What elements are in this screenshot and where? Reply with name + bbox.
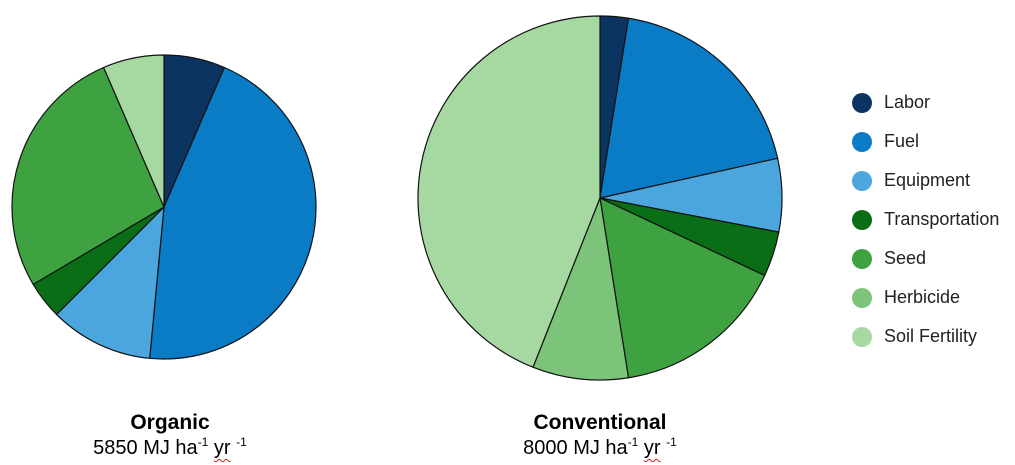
legend-label: Equipment bbox=[884, 170, 971, 190]
legend-swatch bbox=[852, 170, 872, 191]
legend-swatch bbox=[852, 287, 872, 308]
pie-conventional bbox=[417, 15, 783, 381]
conventional-energy-unit2: yr bbox=[643, 437, 661, 459]
legend-label: Soil Fertility bbox=[884, 326, 978, 346]
legend-label: Transportation bbox=[884, 209, 1000, 229]
pie-organic bbox=[11, 54, 317, 360]
legend-swatch bbox=[852, 326, 872, 347]
organic-energy-total: 5850 MJ ha-1 yr -1 bbox=[60, 436, 280, 460]
organic-energy-exp1: -1 bbox=[197, 435, 209, 449]
legend-swatch bbox=[852, 92, 872, 113]
conventional-energy-total: 8000 MJ ha-1 yr -1 bbox=[490, 436, 710, 460]
conventional-title: Conventional bbox=[533, 411, 667, 434]
conventional-caption: Conventional 8000 MJ ha-1 yr -1 bbox=[490, 410, 710, 460]
conventional-slice-seed bbox=[599, 197, 766, 379]
organic-caption: Organic 5850 MJ ha-1 yr -1 bbox=[60, 410, 280, 460]
conventional-slice-soil-fertility bbox=[417, 15, 601, 368]
legend-item-equipment: Equipment bbox=[852, 161, 999, 200]
legend-label: Fuel bbox=[884, 131, 920, 151]
legend-swatch bbox=[852, 248, 872, 269]
organic-energy-unit2: yr bbox=[213, 437, 231, 459]
conventional-energy-exp2: -1 bbox=[666, 435, 677, 449]
legend-label: Herbicide bbox=[884, 287, 961, 307]
legend-item-soil-fertility: Soil Fertility bbox=[852, 317, 999, 356]
organic-energy-exp2: -1 bbox=[236, 435, 247, 449]
legend-item-labor: Labor bbox=[852, 83, 999, 122]
legend: Labor Fuel Equipment Transportation Seed Herb… bbox=[852, 83, 999, 356]
legend-item-transportation: Transportation bbox=[852, 200, 999, 239]
organic-slice-equipment bbox=[55, 206, 165, 359]
legend-swatch bbox=[852, 131, 872, 152]
organic-energy-value: 5850 bbox=[93, 437, 138, 459]
legend-item-seed: Seed bbox=[852, 239, 999, 278]
legend-swatch bbox=[852, 209, 872, 230]
legend-label: Labor bbox=[884, 92, 931, 112]
organic-slice-seed bbox=[11, 66, 165, 285]
legend-item-herbicide: Herbicide bbox=[852, 278, 999, 317]
conventional-slice-herbicide bbox=[532, 197, 630, 381]
organic-title: Organic bbox=[130, 411, 210, 434]
conventional-slice-fuel bbox=[599, 17, 779, 199]
conventional-energy-exp1: -1 bbox=[627, 435, 639, 449]
organic-slice-fuel bbox=[149, 66, 317, 360]
conventional-energy-value: 8000 bbox=[523, 437, 568, 459]
legend-label: Seed bbox=[884, 248, 927, 268]
legend-item-fuel: Fuel bbox=[852, 122, 999, 161]
organic-energy-unit: MJ ha bbox=[143, 437, 198, 459]
conventional-energy-unit: MJ ha bbox=[573, 437, 628, 459]
organic-slice-soil-fertility bbox=[103, 54, 165, 208]
